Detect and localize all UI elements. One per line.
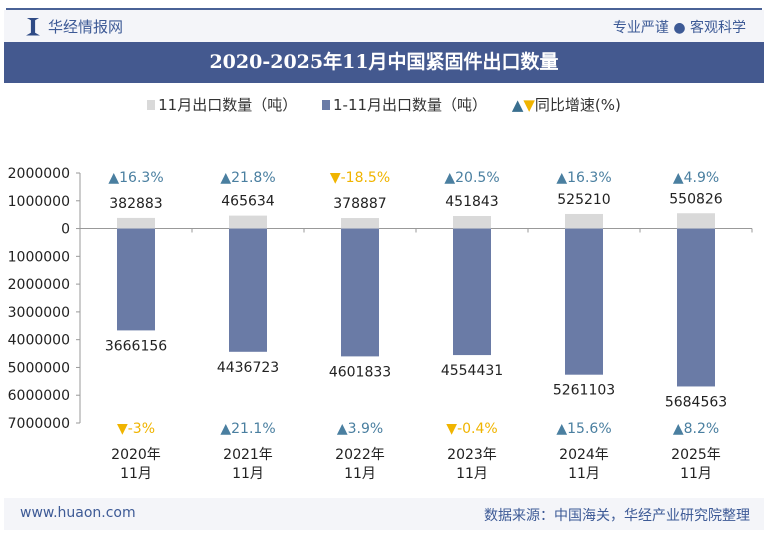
bar-monthly <box>117 217 155 229</box>
data-label-cumulative: 5684563 <box>665 394 727 410</box>
data-label-cumulative: 3666156 <box>105 338 167 354</box>
legend-monthly: 11月出口数量（吨） <box>147 96 297 114</box>
y-tick-label: 4000000 <box>8 333 70 349</box>
growth-label-cumulative: ▲3.9% <box>337 421 383 437</box>
legend-growth: ▲▼同比增速(%) <box>512 96 621 114</box>
footer-url[interactable]: www.huaon.com <box>20 505 136 521</box>
data-label-monthly: 451843 <box>445 194 498 210</box>
data-label-monthly: 382883 <box>109 196 162 212</box>
x-tick-label: 11月 <box>456 466 488 482</box>
y-tick-label: 6000000 <box>8 388 70 404</box>
x-tick-label: 11月 <box>344 466 376 482</box>
legend-swatch-cumulative <box>321 100 330 110</box>
bar-monthly <box>229 215 267 229</box>
bar-cumulative <box>341 228 379 357</box>
chart-title: 2020-2025年11月中国紧固件出口数量 <box>4 42 764 83</box>
x-tick-label: 2024年 <box>559 447 609 463</box>
x-tick-label: 2021年 <box>223 447 273 463</box>
growth-label-monthly: ▲21.8% <box>220 170 275 186</box>
bar-monthly <box>677 213 715 229</box>
y-tick-label: 5000000 <box>8 360 70 376</box>
bar-cumulative <box>117 228 155 331</box>
growth-label-monthly: ▲16.3% <box>556 170 611 186</box>
data-label-cumulative: 4554431 <box>441 363 503 379</box>
y-tick-label: 0 <box>61 222 70 238</box>
x-tick-label: 11月 <box>568 466 600 482</box>
legend-label-growth: 同比增速(%) <box>534 96 621 114</box>
bar-cumulative <box>453 228 491 356</box>
legend-cumulative: 1-11月出口数量（吨） <box>321 96 488 114</box>
legend-label-cumulative: 1-11月出口数量（吨） <box>332 96 488 114</box>
bar-monthly <box>565 213 603 229</box>
x-tick-label: 11月 <box>680 466 712 482</box>
y-tick-label: 2000000 <box>8 166 70 182</box>
triangle-down-icon: ▼ <box>523 96 535 114</box>
growth-label-monthly: ▲4.9% <box>673 170 719 186</box>
bar-monthly <box>453 216 491 229</box>
x-tick-label: 2020年 <box>111 447 161 463</box>
data-label-monthly: 550826 <box>669 191 723 207</box>
bar-monthly <box>341 218 379 229</box>
data-label-cumulative: 5261103 <box>553 383 615 399</box>
x-tick-label: 2022年 <box>335 447 385 463</box>
triangle-up-icon: ▲ <box>511 96 524 114</box>
x-tick-label: 11月 <box>120 466 152 482</box>
footer: www.huaon.com 数据来源：中国海关，华经产业研究院整理 <box>4 498 764 530</box>
bar-cumulative <box>229 228 267 352</box>
x-tick-label: 11月 <box>232 466 264 482</box>
growth-label-cumulative: ▲15.6% <box>556 421 611 437</box>
growth-label-cumulative: ▼-0.4% <box>446 421 497 437</box>
y-tick-label: 3000000 <box>8 305 70 321</box>
growth-label-cumulative: ▲8.2% <box>673 421 719 437</box>
data-label-monthly: 525210 <box>557 192 610 208</box>
data-label-monthly: 378887 <box>333 196 386 212</box>
y-tick-label: 1000000 <box>8 249 70 265</box>
brand: 华经情报网 <box>26 16 123 37</box>
top-rule <box>6 8 762 10</box>
brand-name: 华经情报网 <box>48 18 124 36</box>
y-tick-label: 2000000 <box>8 277 70 293</box>
x-tick-label: 2023年 <box>447 447 497 463</box>
bar-cumulative <box>677 228 715 387</box>
growth-label-cumulative: ▲21.1% <box>220 421 275 437</box>
header: 华经情报网 专业严谨 ● 客观科学 <box>4 10 764 42</box>
slogan: 专业严谨 ● 客观科学 <box>612 20 746 36</box>
growth-label-monthly: ▼-18.5% <box>330 170 390 186</box>
y-tick-label: 1000000 <box>8 194 70 210</box>
legend: 11月出口数量（吨） 1-11月出口数量（吨） ▲▼同比增速(%) <box>0 94 768 115</box>
growth-label-cumulative: ▼-3% <box>117 421 155 437</box>
y-tick-label: 7000000 <box>8 416 70 432</box>
x-tick-label: 2025年 <box>671 447 721 463</box>
legend-label-monthly: 11月出口数量（吨） <box>158 96 298 114</box>
growth-label-monthly: ▲16.3% <box>108 170 163 186</box>
data-label-cumulative: 4436723 <box>217 360 279 376</box>
data-label-cumulative: 4601833 <box>329 364 391 380</box>
data-label-monthly: 465634 <box>221 194 275 210</box>
bar-cumulative <box>565 228 603 375</box>
legend-swatch-monthly <box>147 100 156 110</box>
footer-source: 数据来源：中国海关，华经产业研究院整理 <box>484 508 750 524</box>
growth-label-monthly: ▲20.5% <box>444 170 499 186</box>
